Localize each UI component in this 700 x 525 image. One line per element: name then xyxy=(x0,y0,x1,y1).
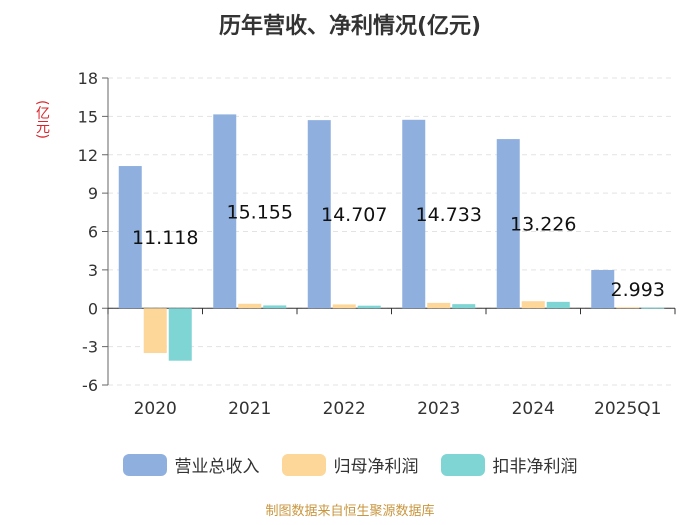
bar-revenue-2023 xyxy=(402,119,426,309)
chart-title: 历年营收、净利情况(亿元) xyxy=(218,14,482,39)
y-tick-label: 0 xyxy=(88,299,98,318)
y-tick-label: 9 xyxy=(88,184,98,203)
bar-net-profit-2022 xyxy=(332,304,356,309)
legend-label-revenue: 营业总收入 xyxy=(174,457,260,477)
data-label-revenue: 11.118 xyxy=(132,227,198,249)
bar-net-profit-2023 xyxy=(427,302,451,309)
x-tick-label: 2024 xyxy=(512,399,555,419)
legend-item-net-profit[interactable]: 归母净利润 xyxy=(281,452,419,477)
bar-revenue-2021 xyxy=(213,114,237,309)
bar-revenue-2020 xyxy=(118,166,142,309)
x-tick-label: 2023 xyxy=(417,399,460,419)
bar-net-profit-2025Q1 xyxy=(616,307,640,309)
y-tick-label: 18 xyxy=(78,69,98,88)
data-label-revenue: 2.993 xyxy=(611,279,665,301)
bar-deducted-profit-2021 xyxy=(263,305,287,309)
data-label-revenue: 15.155 xyxy=(227,201,293,223)
x-tick-label: 2021 xyxy=(228,399,271,419)
bar-deducted-profit-2025Q1 xyxy=(641,307,665,309)
bar-deducted-profit-2020 xyxy=(168,308,192,361)
bar-deducted-profit-2023 xyxy=(452,304,476,309)
x-tick-label: 2020 xyxy=(134,399,177,419)
y-axis-label: (亿元) xyxy=(34,100,50,139)
legend: 营业总收入 归母净利润 扣非净利润 xyxy=(0,452,700,477)
bar-net-profit-2024 xyxy=(521,301,545,309)
y-tick-label: 6 xyxy=(88,223,98,242)
bar-revenue-2025Q1 xyxy=(591,269,615,309)
legend-label-net-profit: 归母净利润 xyxy=(333,457,419,477)
x-tick-label: 2022 xyxy=(323,399,366,419)
bar-deducted-profit-2024 xyxy=(546,301,570,309)
y-tick-label: -6 xyxy=(82,376,98,395)
legend-item-deducted-profit[interactable]: 扣非净利润 xyxy=(440,452,578,477)
source-note: 制图数据来自恒生聚源数据库 xyxy=(265,504,435,519)
bar-net-profit-2020 xyxy=(143,308,167,354)
legend-label-deducted-profit: 扣非净利润 xyxy=(492,457,578,477)
bar-net-profit-2021 xyxy=(238,303,262,309)
data-label-revenue: 14.707 xyxy=(321,204,387,226)
y-tick-label: -3 xyxy=(82,338,98,357)
legend-item-revenue[interactable]: 营业总收入 xyxy=(122,452,260,477)
bar-revenue-2024 xyxy=(496,139,520,309)
bar-deducted-profit-2022 xyxy=(357,305,381,309)
legend-swatch-revenue xyxy=(122,453,167,476)
bar-revenue-2022 xyxy=(307,120,331,309)
y-tick-label: 3 xyxy=(88,261,98,280)
data-label-revenue: 13.226 xyxy=(510,214,576,236)
data-label-revenue: 14.733 xyxy=(416,204,482,226)
legend-swatch-net-profit xyxy=(281,453,326,476)
x-tick-label: 2025Q1 xyxy=(594,399,661,419)
y-tick-label: 15 xyxy=(78,107,98,126)
legend-swatch-deducted-profit xyxy=(440,453,485,476)
y-tick-label: 12 xyxy=(78,146,98,165)
